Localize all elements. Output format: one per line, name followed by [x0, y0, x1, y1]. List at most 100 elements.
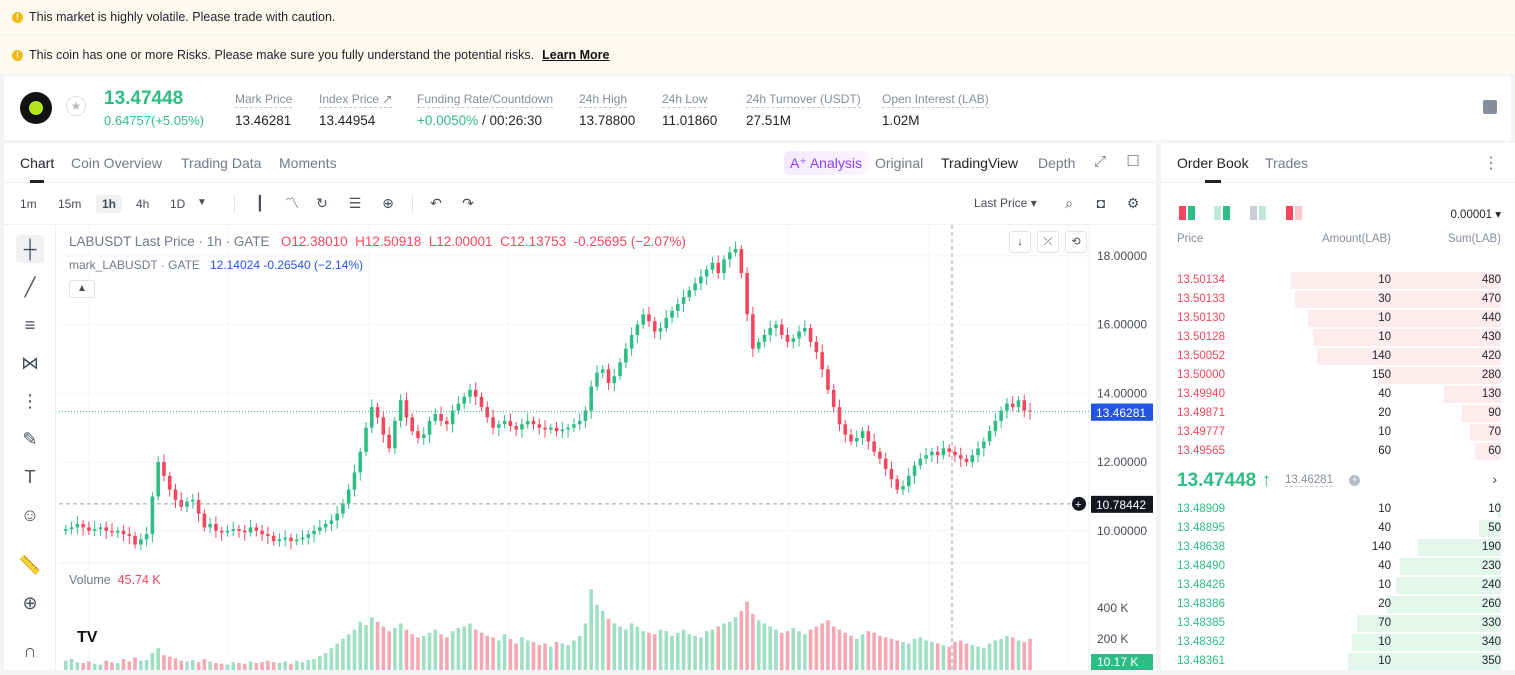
interval-15m[interactable]: 15m	[58, 197, 82, 211]
template-icon[interactable]: ☰	[348, 195, 362, 211]
bid-row[interactable]: 13.48386 20 260	[1161, 595, 1515, 614]
interval-4h[interactable]: 4h	[136, 197, 150, 211]
ruler-icon[interactable]: 📏	[18, 555, 42, 575]
camera-icon[interactable]: ◘	[1096, 195, 1106, 211]
ai-analysis-button[interactable]: A⁺ Analysis	[784, 151, 868, 175]
both-sides-icon[interactable]	[1179, 206, 1195, 220]
learn-more-link[interactable]: Learn More	[542, 48, 610, 62]
volume-bar	[242, 663, 247, 670]
favorite-star-icon[interactable]: ★	[66, 96, 86, 116]
order-sum: 190	[1481, 541, 1501, 553]
volume-bar	[364, 624, 368, 670]
candle-body	[162, 462, 166, 476]
bid-row[interactable]: 13.48362 10 340	[1161, 633, 1515, 652]
undo-icon[interactable]: ↶	[430, 195, 442, 211]
indicators-icon[interactable]: 〽	[285, 195, 299, 211]
tab-trades[interactable]: Trades	[1265, 155, 1309, 171]
ask-row[interactable]: 13.50000 150 280	[1161, 366, 1515, 385]
candle-body	[1028, 410, 1032, 412]
candle-body	[930, 451, 934, 456]
tab-chart[interactable]: Chart	[20, 155, 55, 183]
bid-row[interactable]: 13.48385 70 330	[1161, 614, 1515, 633]
bid-row[interactable]: 13.48895 40 50	[1161, 519, 1515, 538]
bids-only-icon[interactable]	[1214, 206, 1230, 220]
bid-row[interactable]: 13.48638 140 190	[1161, 538, 1515, 557]
interval-dropdown-icon[interactable]: ▼	[197, 197, 207, 208]
tab-order-book[interactable]: Order Book	[1177, 155, 1249, 183]
stat-index-price[interactable]: Index Price ↗ 13.44954	[319, 92, 393, 128]
ask-row[interactable]: 13.50128 10 430	[1161, 328, 1515, 347]
mode-tradingview[interactable]: TradingView	[941, 155, 1019, 171]
more-options-icon[interactable]: ⋮	[1483, 155, 1499, 172]
volume-bar	[831, 626, 836, 670]
expand-icon[interactable]: ⤢	[1093, 153, 1106, 170]
order-amount: 20	[1378, 598, 1391, 610]
stat-funding-rate[interactable]: Funding Rate/Countdown +0.0050% / 00:26:…	[417, 92, 554, 128]
volume-bar	[75, 662, 80, 670]
order-amount: 140	[1371, 350, 1391, 362]
collapse-icon[interactable]: ⤫	[1037, 231, 1059, 253]
tab-moments[interactable]: Moments	[279, 155, 337, 171]
brush-icon[interactable]: ✎	[22, 429, 38, 449]
search-icon[interactable]: ⌕	[1065, 195, 1073, 211]
volume-bar	[785, 631, 790, 670]
ask-row[interactable]: 13.49565 60 60	[1161, 442, 1515, 461]
candle-body	[958, 455, 963, 459]
redo-icon[interactable]: ↷	[462, 195, 474, 211]
chart-toolbar: 1m 15m 1h 4h 1D ▼ ┃ 〽 ↻ ☰ ⊕ ↶ ↷ Last Pri…	[4, 183, 1156, 225]
settings-gear-icon[interactable]: ⚙	[1126, 195, 1140, 211]
ask-row[interactable]: 13.50134 10 480	[1161, 271, 1515, 290]
mode-original[interactable]: Original	[875, 155, 924, 171]
text-tool-icon[interactable]: T	[24, 467, 36, 487]
collapse-legend-button[interactable]: ▲	[69, 280, 95, 298]
trend-line-icon[interactable]: ╱	[24, 277, 36, 297]
precision-select[interactable]: 0.00001 ▾	[1450, 209, 1501, 221]
bid-row[interactable]: 13.48426 10 240	[1161, 576, 1515, 595]
volume-bar	[306, 659, 311, 670]
ask-row[interactable]: 13.50052 140 420	[1161, 347, 1515, 366]
price-source-select[interactable]: Last Price ▾	[974, 196, 1037, 210]
ask-row[interactable]: 13.49871 20 90	[1161, 404, 1515, 423]
replay-icon[interactable]: ↻	[316, 195, 328, 211]
fib-icon[interactable]: ⋮	[21, 391, 39, 411]
horizontal-lines-icon[interactable]: ≡	[24, 315, 36, 335]
zoom-in-icon[interactable]: ⊕	[22, 593, 38, 613]
stat-mark-price[interactable]: Mark Price 13.46281	[235, 92, 293, 128]
crosshair-icon[interactable]: ┼	[16, 235, 44, 263]
order-price: 13.50134	[1177, 274, 1225, 286]
reset-icon[interactable]: ⟲	[1065, 231, 1087, 253]
volume-bar	[889, 638, 894, 670]
ask-row[interactable]: 13.49777 10 70	[1161, 423, 1515, 442]
pattern-icon[interactable]: ⋈	[21, 353, 39, 373]
mode-depth[interactable]: Depth	[1038, 155, 1076, 171]
book-icon[interactable]	[1483, 100, 1497, 114]
fullscreen-icon[interactable]: ☐	[1126, 153, 1140, 170]
volume-bar	[820, 623, 824, 670]
candle-body	[699, 276, 703, 284]
scroll-down-icon[interactable]: ↓	[1009, 231, 1031, 253]
interval-1m[interactable]: 1m	[20, 197, 37, 211]
bid-row[interactable]: 13.48909 10 10	[1161, 500, 1515, 519]
ask-row[interactable]: 13.50133 30 470	[1161, 290, 1515, 309]
bid-row[interactable]: 13.48361 10 350	[1161, 652, 1515, 671]
interval-1h[interactable]: 1h	[96, 195, 123, 213]
depth-bar	[1378, 367, 1501, 384]
emoji-icon[interactable]: ☺	[20, 505, 40, 525]
chart-plot[interactable]: 18.00000 16.00000 14.00000 12.00000 10.00000…	[59, 225, 1156, 670]
mixed-icon[interactable]	[1250, 206, 1266, 220]
candle-body	[352, 472, 357, 490]
bid-row[interactable]: 13.48490 40 230	[1161, 557, 1515, 576]
magnet-icon[interactable]: ∩	[23, 641, 37, 661]
candlestick-chart[interactable]: 18.00000 16.00000 14.00000 12.00000 10.00000…	[59, 225, 1156, 670]
ask-row[interactable]: 13.50130 10 440	[1161, 309, 1515, 328]
candle-type-icon[interactable]: ┃	[255, 195, 265, 211]
info-icon[interactable]: +	[1349, 475, 1360, 486]
interval-1d[interactable]: 1D	[170, 197, 186, 211]
order-amount: 70	[1378, 617, 1391, 629]
chevron-right-icon[interactable]: ›	[1492, 471, 1497, 487]
asks-only-icon[interactable]	[1286, 206, 1302, 220]
tab-coin-overview[interactable]: Coin Overview	[71, 155, 163, 171]
ask-row[interactable]: 13.49940 40 130	[1161, 385, 1515, 404]
tab-trading-data[interactable]: Trading Data	[181, 155, 262, 171]
add-alert-icon[interactable]: ⊕	[382, 195, 394, 211]
